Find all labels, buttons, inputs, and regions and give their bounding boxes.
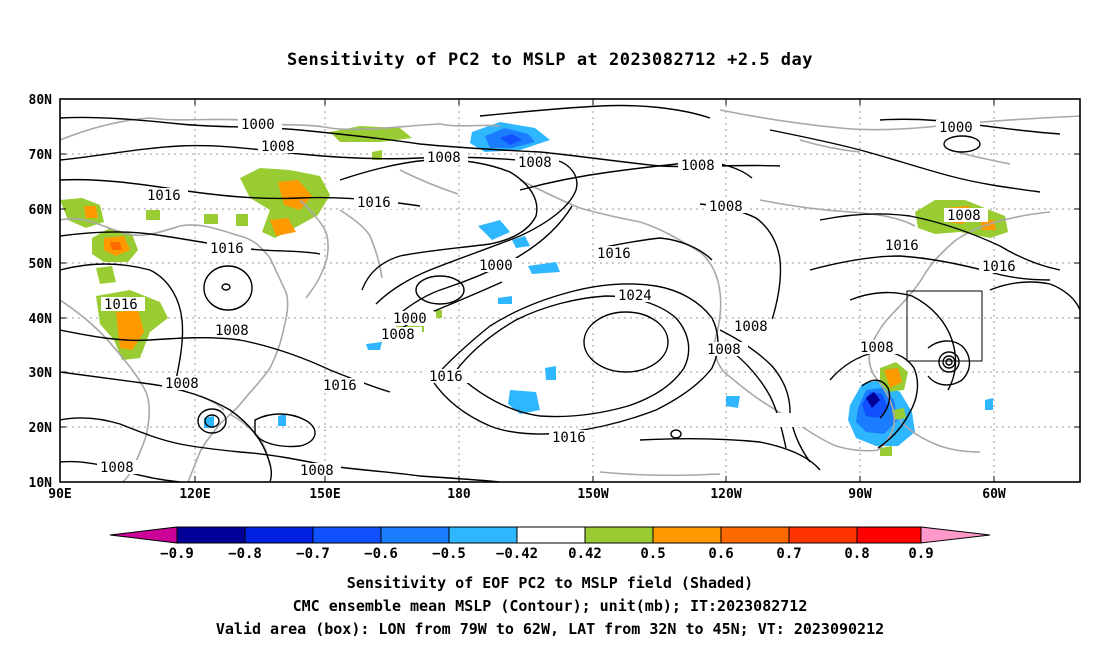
contour-label: 1008 xyxy=(165,376,199,392)
lat-label: 10N xyxy=(29,476,53,491)
lat-label: 40N xyxy=(29,312,53,327)
contour-label: 1008 xyxy=(709,199,743,215)
contour-label: 1008 xyxy=(518,155,552,171)
contour-label: 1008 xyxy=(261,139,295,155)
footer-line-3: Valid area (box): LON from 79W to 62W, L… xyxy=(215,620,885,638)
page-title: Sensitivity of PC2 to MSLP at 2023082712… xyxy=(286,50,813,70)
contour-label: 1008 xyxy=(215,323,249,339)
colorbar-label: 0.8 xyxy=(844,546,869,562)
contour-label: 1016 xyxy=(982,259,1016,275)
contour-label: 1008 xyxy=(947,208,981,224)
colorbar-box xyxy=(720,526,790,544)
colorbar-box xyxy=(856,526,922,544)
contour-label: 1016 xyxy=(323,378,357,394)
colorbar-box xyxy=(448,526,518,544)
contour-label: 1008 xyxy=(427,150,461,166)
colorbar-box xyxy=(584,526,654,544)
colorbar: −0.9 −0.8 −0.7 −0.6 −0.5 −0.42 0.42 0.5 … xyxy=(109,526,991,562)
contour-label: 1016 xyxy=(357,195,391,211)
contour-label: 1008 xyxy=(860,340,894,356)
lon-label: 120W xyxy=(710,487,741,502)
lon-label: 120E xyxy=(179,487,210,502)
colorbar-box xyxy=(380,526,450,544)
lon-labels: 90E 120E 150E 180 150W 120W 90W 60W xyxy=(48,487,1006,502)
contour-label: 1016 xyxy=(597,246,631,262)
colorbar-label: −0.8 xyxy=(228,546,262,562)
colorbar-box xyxy=(244,526,314,544)
colorbar-label: −0.5 xyxy=(432,546,466,562)
colorbar-label: −0.7 xyxy=(296,546,330,562)
contour-labels: 1000 1008 1008 1016 1008 1016 1000 1000 … xyxy=(97,117,1023,479)
shade-negative-pacific xyxy=(478,220,510,240)
lon-label: 60W xyxy=(982,487,1006,502)
lon-label: 180 xyxy=(447,487,471,502)
lon-label: 90E xyxy=(48,487,71,502)
colorbar-box xyxy=(652,526,722,544)
lat-label: 80N xyxy=(29,93,53,108)
colorbar-label: 0.42 xyxy=(568,546,602,562)
colorbar-label: 0.5 xyxy=(640,546,665,562)
contour-label: 1024 xyxy=(618,288,652,304)
lat-label: 70N xyxy=(29,148,53,163)
contour-label: 1016 xyxy=(210,241,244,257)
colorbar-box xyxy=(176,526,246,544)
colorbar-box xyxy=(788,526,858,544)
map-frame xyxy=(59,98,1081,483)
colorbar-over-triangle xyxy=(920,526,991,544)
contour-label: 1000 xyxy=(939,120,973,136)
colorbar-box xyxy=(516,526,586,544)
contour-label: 1016 xyxy=(552,430,586,446)
colorbar-label: 0.6 xyxy=(708,546,733,562)
lat-label: 60N xyxy=(29,203,53,218)
valid-area-box xyxy=(906,290,983,362)
contour-label: 1008 xyxy=(100,460,134,476)
contour-label: 1008 xyxy=(300,463,334,479)
colorbar-label: 0.9 xyxy=(908,546,933,562)
contour-label: 1008 xyxy=(707,342,741,358)
contour-label: 1016 xyxy=(429,369,463,385)
contour-label: 1008 xyxy=(734,319,768,335)
colorbar-under-triangle xyxy=(109,526,178,544)
contour-label: 1000 xyxy=(241,117,275,133)
colorbar-label: 0.7 xyxy=(776,546,801,562)
lon-label: 150E xyxy=(309,487,340,502)
contour-label: 1000 xyxy=(393,311,427,327)
coastlines xyxy=(60,109,1080,482)
lon-label: 150W xyxy=(577,487,608,502)
colorbar-box xyxy=(312,526,382,544)
contour-label: 1016 xyxy=(147,188,181,204)
lat-label: 50N xyxy=(29,257,53,272)
colorbar-label: −0.9 xyxy=(160,546,194,562)
contour-label: 1008 xyxy=(381,327,415,343)
lon-label: 90W xyxy=(848,487,872,502)
colorbar-label: −0.6 xyxy=(364,546,398,562)
footer-line-2: CMC ensemble mean MSLP (Contour); unit(m… xyxy=(292,597,808,615)
footer-line-1: Sensitivity of EOF PC2 to MSLP field (Sh… xyxy=(346,574,754,592)
lat-label: 30N xyxy=(29,366,53,381)
contour-label: 1016 xyxy=(104,297,138,313)
contour-label: 1008 xyxy=(681,158,715,174)
colorbar-label: −0.42 xyxy=(496,546,538,562)
lat-labels: 80N 70N 60N 50N 40N 30N 20N 10N xyxy=(29,93,53,491)
axis-ticks xyxy=(60,98,1080,483)
lat-label: 20N xyxy=(29,421,53,436)
contour-label: 1000 xyxy=(479,258,513,274)
contour-label: 1016 xyxy=(885,238,919,254)
